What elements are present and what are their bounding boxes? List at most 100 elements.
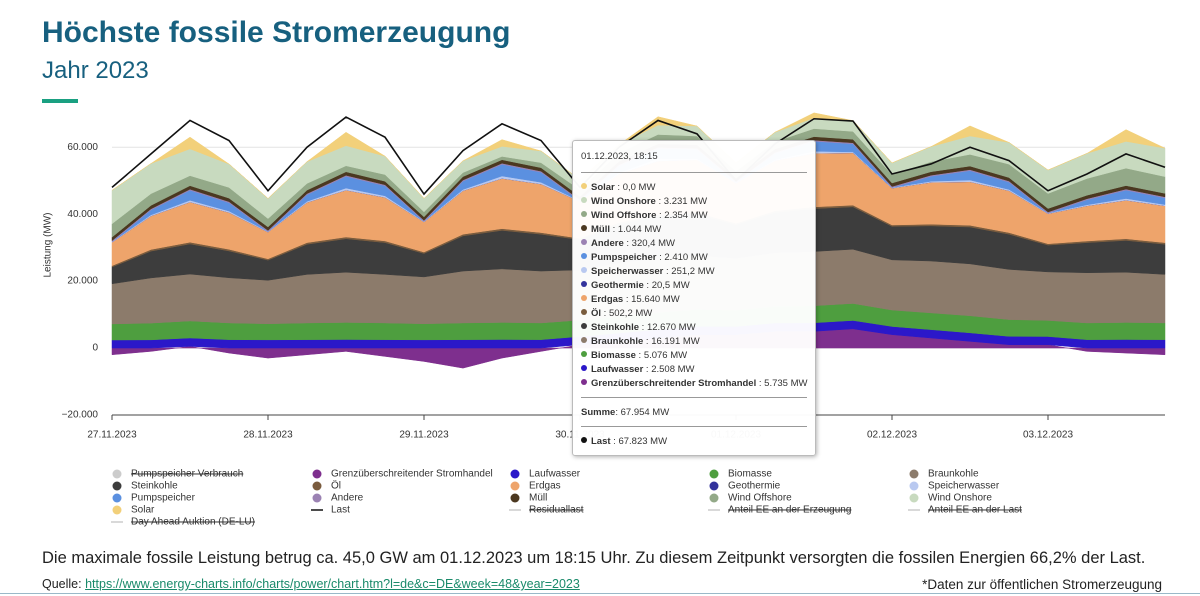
legend-label[interactable]: Erdgas	[529, 481, 561, 492]
tooltip-value: 251,2 MW	[671, 266, 715, 277]
legend-marker	[709, 469, 719, 479]
line	[111, 116, 1166, 196]
tooltip-row: Laufwasser2.508 MW	[581, 363, 807, 377]
legend-label[interactable]: Laufwasser	[529, 469, 581, 480]
x-tick-label: 28.11.2023	[243, 430, 293, 441]
legend-marker	[709, 481, 719, 491]
legend-label[interactable]: Steinkohle	[131, 481, 178, 492]
tooltip-dot	[581, 379, 587, 385]
legend-label[interactable]: Day Ahead Auktion (DE-LU)	[131, 517, 255, 528]
accent-bar	[42, 99, 78, 103]
legend-label[interactable]: Solar	[131, 505, 155, 516]
tooltip-row: Steinkohle12.670 MW	[581, 321, 807, 335]
tooltip-name: Speicherwasser	[591, 266, 671, 277]
tooltip-row: Wind Offshore2.354 MW	[581, 209, 807, 223]
tooltip-value: 2.354 MW	[664, 210, 708, 221]
legend-label[interactable]: Wind Onshore	[928, 493, 992, 504]
legend-label[interactable]: Pumpspeicher Verbrauch	[131, 469, 243, 480]
tooltip-name: Summe	[581, 407, 621, 418]
legend-label[interactable]: Biomasse	[728, 469, 772, 480]
tooltip-value: 67.954 MW	[620, 407, 670, 418]
area	[111, 112, 1166, 199]
tooltip-name: Braunkohle	[591, 336, 651, 347]
bottom-rule	[0, 593, 1200, 594]
tooltip-name: Biomasse	[591, 350, 644, 361]
legend-marker	[312, 493, 322, 503]
tooltip-dot	[581, 351, 587, 357]
x-tick-label: 02.12.2023	[867, 430, 917, 441]
tooltip-name: Grenzüberschreitender Stromhandel	[591, 378, 764, 389]
tooltip-row: Last67.823 MW	[581, 435, 807, 449]
tooltip-row: Wind Onshore3.231 MW	[581, 195, 807, 209]
tooltip-name: Erdgas	[591, 294, 631, 305]
legend-label[interactable]: Müll	[529, 493, 547, 504]
subtitle: Jahr 2023	[42, 57, 149, 84]
legend-marker	[112, 469, 122, 479]
x-tick-label: 29.11.2023	[399, 430, 449, 441]
tooltip-dot	[581, 197, 587, 203]
tooltip-value: 16.191 MW	[651, 336, 700, 347]
tooltip-dot	[581, 365, 587, 371]
tooltip-value: 1.044 MW	[617, 224, 662, 235]
tooltip-dot	[581, 437, 587, 443]
legend-label[interactable]: Speicherwasser	[928, 481, 1000, 492]
tooltip-value: 3.231 MW	[663, 196, 708, 207]
tooltip-divider	[581, 426, 807, 427]
legend-marker	[909, 469, 919, 479]
legend-label[interactable]: Anteil EE an der Erzeugung	[728, 505, 851, 516]
legend-label[interactable]: Andere	[331, 493, 364, 504]
legend-label[interactable]: Wind Offshore	[728, 493, 792, 504]
source-link[interactable]: https://www.energy-charts.info/charts/po…	[85, 577, 580, 591]
legend-marker	[312, 469, 322, 479]
tooltip-dot	[581, 253, 587, 259]
tooltip-name: Pumpspeicher	[591, 252, 664, 263]
tooltip-value: 12.670 MW	[646, 322, 696, 333]
legend-label[interactable]: Braunkohle	[928, 469, 979, 480]
legend-marker	[112, 505, 122, 515]
y-tick-label: −20.000	[62, 410, 99, 421]
title: Höchste fossile Stromerzeugung	[42, 16, 511, 49]
legend-label[interactable]: Öl	[331, 480, 341, 492]
y-tick-label: 40.000	[67, 209, 98, 220]
tooltip-name: Andere	[591, 238, 632, 249]
x-tick-label: 03.12.2023	[1023, 430, 1073, 441]
tooltip-row: Grenzüberschreitender Stromhandel5.735 M…	[581, 377, 807, 391]
tooltip-row: Müll1.044 MW	[581, 223, 807, 237]
tooltip-row: Andere320,4 MW	[581, 237, 807, 251]
tooltip-name: Wind Offshore	[591, 210, 664, 221]
tooltip-row: Biomasse5.076 MW	[581, 349, 807, 363]
legend-marker	[112, 493, 122, 503]
legend-marker	[510, 469, 520, 479]
tooltip-divider	[581, 397, 807, 398]
tooltip-dot	[581, 183, 587, 189]
tooltip-name: Laufwasser	[591, 364, 651, 375]
legend-marker	[909, 493, 919, 503]
legend-label[interactable]: Last	[331, 505, 350, 516]
tooltip-value: 67.823 MW	[618, 436, 668, 447]
source-label: Quelle:	[42, 577, 82, 591]
tooltip-value: 0,0 MW	[622, 182, 656, 193]
tooltip-row: Speicherwasser251,2 MW	[581, 265, 807, 279]
legend-label[interactable]: Anteil EE an der Last	[928, 505, 1022, 516]
source: Quelle: https://www.energy-charts.info/c…	[42, 577, 580, 591]
note: *Daten zur öffentlichen Stromerzeugung	[922, 577, 1162, 592]
tooltip-value: 5.076 MW	[643, 350, 688, 361]
tooltip-dot	[581, 225, 587, 231]
y-tick-label: 0	[92, 343, 98, 354]
legend-label[interactable]: Residuallast	[529, 505, 584, 516]
tooltip-name: Wind Onshore	[591, 196, 664, 207]
legend-label[interactable]: Geothermie	[728, 481, 781, 492]
tooltip-row: Erdgas15.640 MW	[581, 293, 807, 307]
tooltip-row: Solar0,0 MW	[581, 181, 807, 195]
legend-label[interactable]: Grenzüberschreitender Stromhandel	[331, 469, 493, 480]
tooltip-value: 502,2 MW	[608, 308, 653, 319]
legend-marker	[112, 481, 122, 491]
tooltip-value: 2.508 MW	[651, 364, 695, 375]
tooltip-row: Öl502,2 MW	[581, 307, 807, 321]
y-tick-label: 60.000	[67, 142, 98, 153]
x-tick-label: 27.11.2023	[87, 430, 137, 441]
legend-label[interactable]: Pumpspeicher	[131, 493, 196, 504]
tooltip-value: 20,5 MW	[651, 280, 690, 291]
